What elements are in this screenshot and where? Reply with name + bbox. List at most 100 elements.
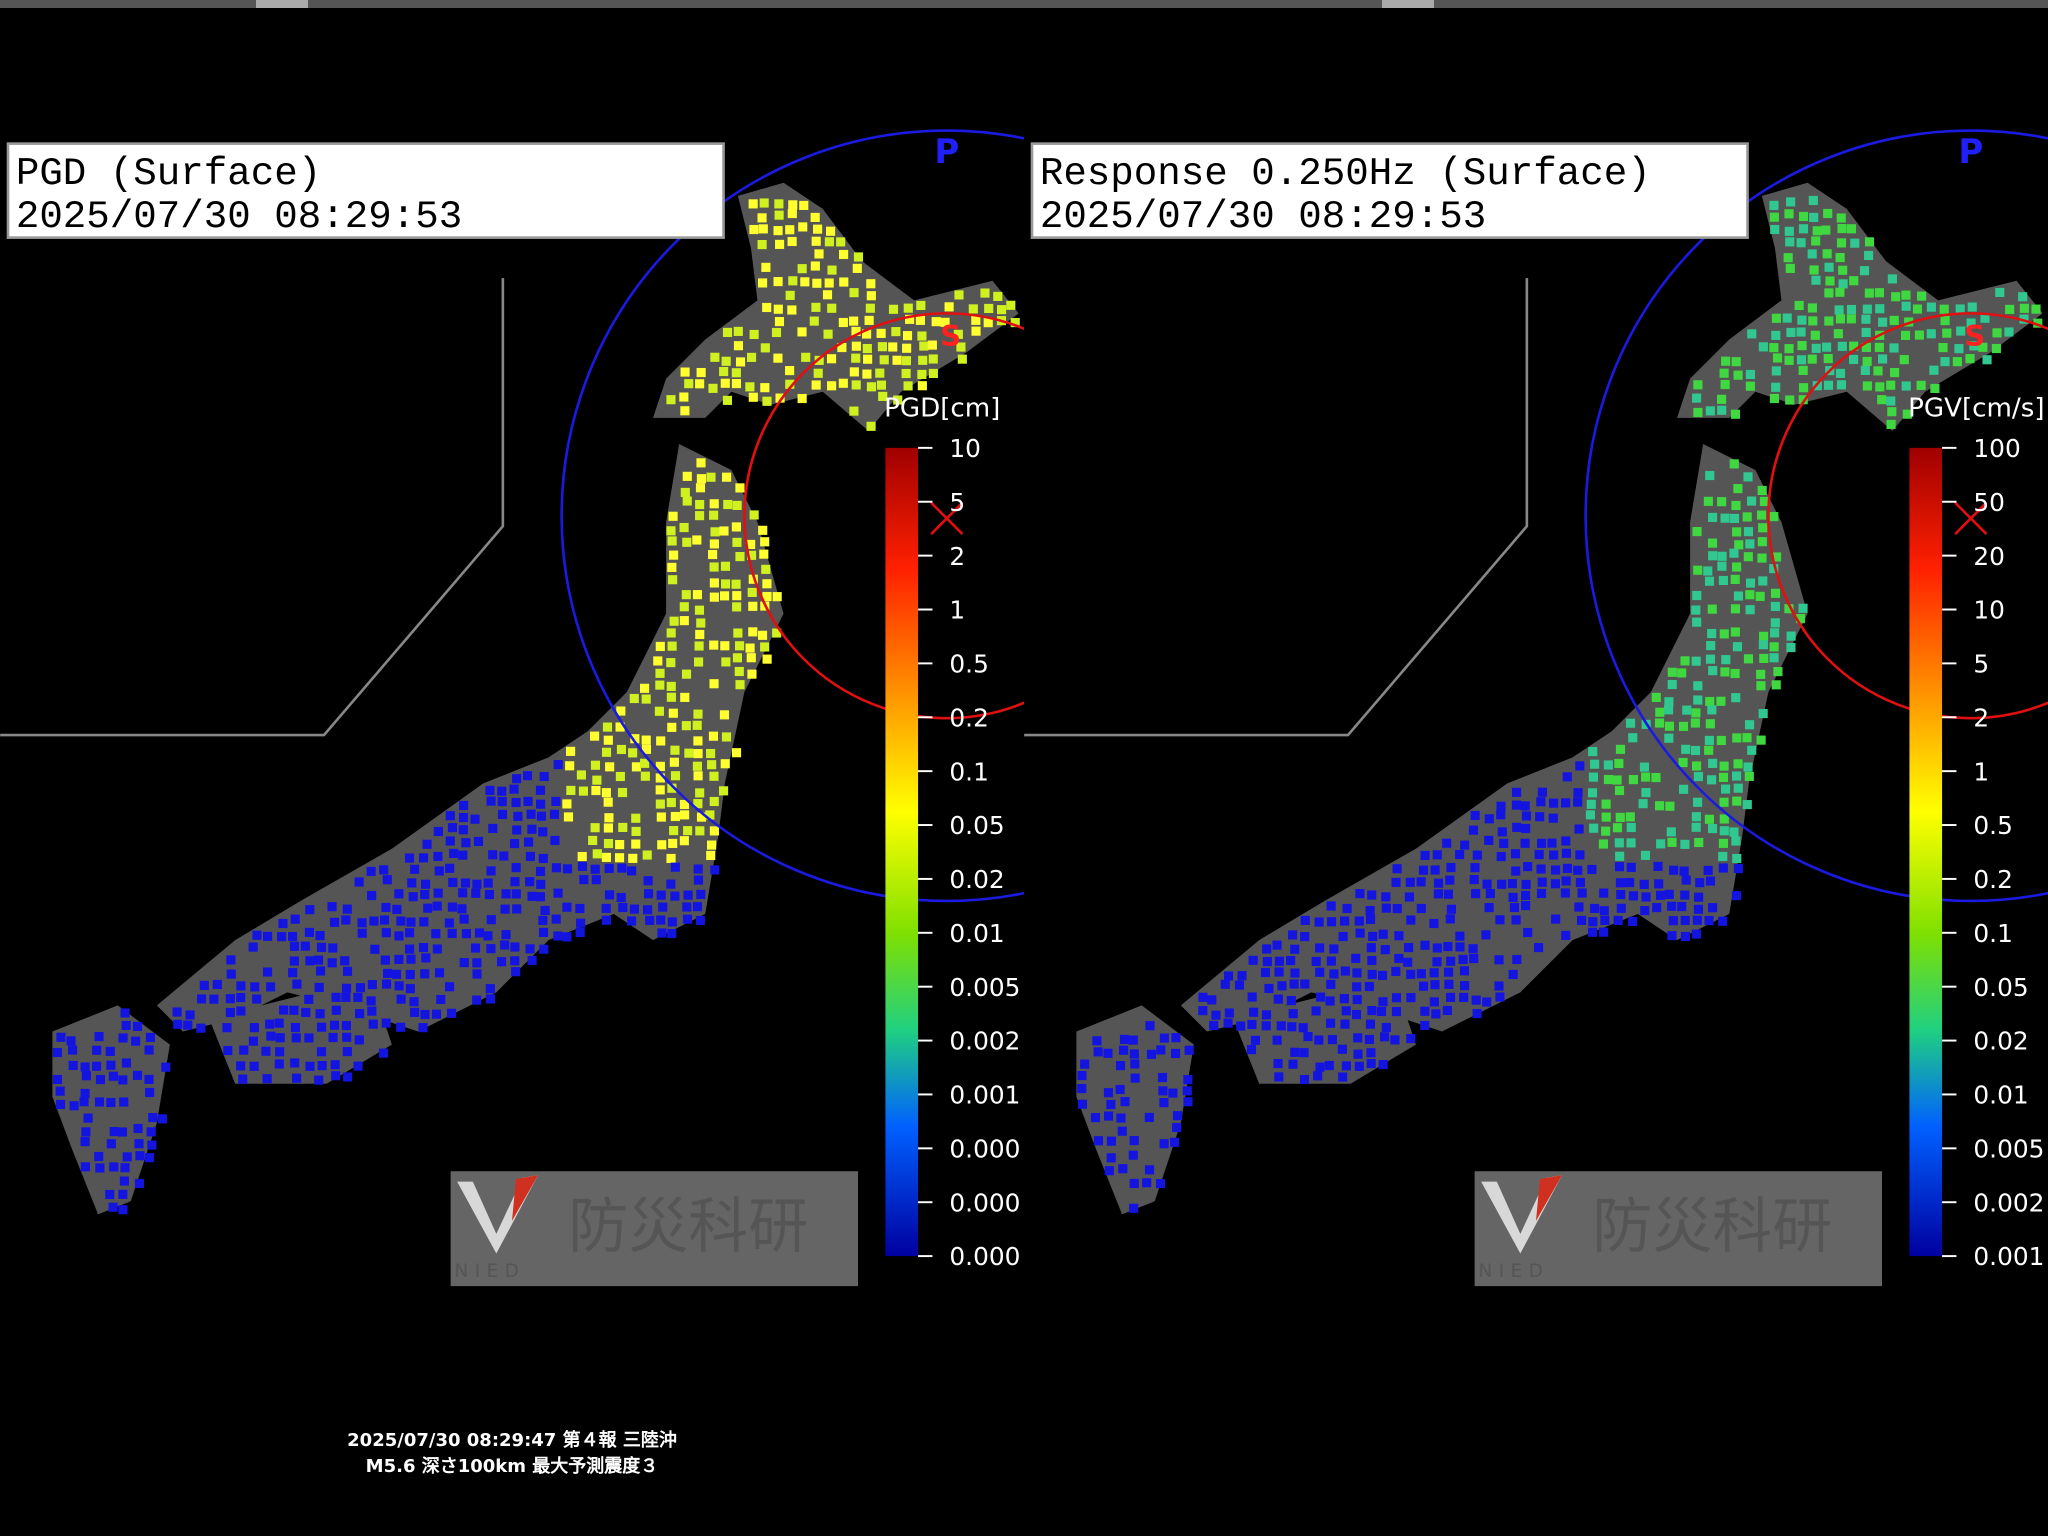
station-dot [146, 1127, 156, 1137]
station-dot [396, 1022, 406, 1032]
station-dot [446, 1008, 457, 1018]
station-dot [1496, 810, 1506, 820]
station-dot [1495, 992, 1505, 1002]
station-dot [1798, 603, 1808, 613]
station-dot [682, 471, 692, 481]
station-dot [658, 902, 668, 912]
station-dot [723, 499, 733, 510]
station-dot [601, 915, 611, 925]
station-dot [707, 760, 717, 770]
station-dot [590, 731, 600, 741]
station-dot [683, 826, 693, 836]
station-dot [1732, 562, 1742, 572]
station-dot [539, 944, 549, 954]
station-dot [902, 331, 913, 341]
station-dot [666, 658, 676, 668]
land [1677, 182, 2043, 431]
station-dot [1614, 838, 1624, 848]
station-dot [680, 406, 690, 416]
station-dot [1481, 930, 1491, 940]
station-dot [640, 758, 650, 768]
station-dot [300, 941, 310, 951]
panel-title: PGD (Surface) [16, 151, 321, 196]
legend-label: 20 [1973, 542, 2005, 571]
station-dot [1679, 866, 1689, 876]
station-dot [1707, 775, 1717, 785]
station-dot [1718, 772, 1729, 782]
station-dot [762, 654, 772, 664]
station-dot [576, 918, 586, 928]
station-dot [1520, 838, 1530, 848]
station-dot [1747, 745, 1757, 755]
station-dot [915, 315, 925, 325]
station-dot [968, 304, 978, 314]
station-dot [1704, 735, 1714, 745]
station-dot [1837, 341, 1847, 351]
station-dot [1298, 1023, 1308, 1033]
station-dot [1286, 996, 1296, 1006]
station-dot [1509, 902, 1520, 913]
station-dot [108, 1071, 118, 1081]
station-dot [1875, 382, 1885, 392]
station-dot [919, 341, 929, 351]
station-dot [1772, 353, 1783, 363]
station-dot [1429, 968, 1439, 978]
s-label: S [940, 319, 961, 353]
station-dot [1433, 878, 1444, 888]
station-dot [1159, 1098, 1169, 1108]
station-dot [1159, 1139, 1169, 1149]
station-dot [461, 929, 471, 939]
station-dot [1705, 876, 1716, 886]
station-dot [410, 864, 420, 874]
station-dot [511, 797, 521, 808]
station-dot [641, 735, 651, 745]
station-dot [823, 329, 833, 339]
station-dot [849, 406, 859, 416]
station-dot [1729, 513, 1740, 524]
station-dot [1717, 394, 1727, 404]
station-dot [1796, 355, 1807, 365]
station-dot [262, 1074, 272, 1084]
station-dot [1182, 1086, 1192, 1096]
legend-label: 0.001 [949, 1081, 1020, 1110]
station-dot [313, 955, 324, 965]
station-dot [1665, 801, 1675, 811]
station-dot [1666, 827, 1676, 837]
station-dot [501, 930, 511, 940]
station-dot [891, 327, 901, 337]
station-dot [1717, 497, 1727, 507]
station-dot [1562, 772, 1572, 782]
station-dot [1484, 835, 1494, 845]
station-dot [864, 315, 874, 325]
station-dot [378, 1048, 389, 1058]
station-dot [1508, 969, 1518, 980]
station-dot [118, 1205, 128, 1215]
legend-label: 1 [949, 596, 965, 625]
station-dot [396, 994, 406, 1004]
station-dot [367, 1006, 377, 1016]
station-dot [824, 237, 834, 247]
station-dot [418, 943, 429, 953]
station-dot [902, 343, 912, 353]
station-dot [1429, 997, 1439, 1007]
station-dot [1656, 839, 1666, 849]
station-dot [1655, 890, 1666, 900]
station-dot [814, 249, 824, 259]
station-dot [1315, 1062, 1325, 1072]
station-dot [732, 591, 742, 601]
station-dot [731, 579, 741, 589]
station-dot [432, 901, 442, 911]
station-dot [379, 915, 390, 925]
station-dot [1954, 344, 1964, 354]
station-dot [655, 773, 665, 783]
station-dot [382, 875, 392, 885]
station-dot [444, 918, 454, 928]
station-dot [1496, 801, 1506, 811]
station-dot [1469, 953, 1479, 964]
station-dot [1338, 1072, 1348, 1082]
station-dot [1835, 314, 1846, 324]
station-dot [668, 838, 678, 848]
station-dot [105, 1189, 115, 1200]
station-dot [670, 862, 680, 872]
station-dot [1798, 383, 1809, 393]
